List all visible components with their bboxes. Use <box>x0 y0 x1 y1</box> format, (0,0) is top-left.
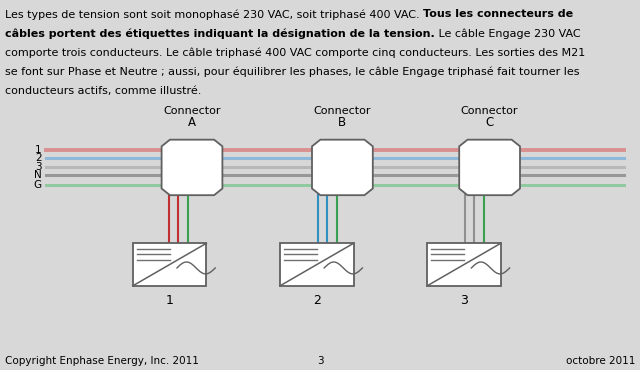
Text: Connector: Connector <box>163 105 221 115</box>
Polygon shape <box>460 139 520 195</box>
Text: octobre 2011: octobre 2011 <box>566 356 635 366</box>
Text: câbles portent des étiquettes indiquant la désignation de la tension.: câbles portent des étiquettes indiquant … <box>5 28 435 39</box>
Bar <box>280 243 354 286</box>
Text: 1: 1 <box>166 294 173 307</box>
Text: Connector: Connector <box>314 105 371 115</box>
Text: B: B <box>339 116 346 130</box>
Text: se font sur Phase et Neutre ; aussi, pour équilibrer les phases, le câble Engage: se font sur Phase et Neutre ; aussi, pou… <box>5 67 580 77</box>
Text: Les types de tension sont soit monophasé 230 VAC, soit triphasé 400 VAC.: Les types de tension sont soit monophasé… <box>5 9 423 20</box>
Text: A: A <box>188 116 196 130</box>
Text: N: N <box>34 170 42 181</box>
Text: Connector: Connector <box>461 105 518 115</box>
Text: Copyright Enphase Energy, Inc. 2011: Copyright Enphase Energy, Inc. 2011 <box>5 356 199 366</box>
Text: Tous les connecteurs de: Tous les connecteurs de <box>423 9 573 19</box>
Polygon shape <box>161 139 223 195</box>
Text: Le câble Engage 230 VAC: Le câble Engage 230 VAC <box>435 28 580 39</box>
Bar <box>428 243 500 286</box>
Text: 3: 3 <box>317 356 323 366</box>
Text: 2: 2 <box>313 294 321 307</box>
Text: conducteurs actifs, comme illustré.: conducteurs actifs, comme illustré. <box>5 86 202 96</box>
Text: 3: 3 <box>35 162 42 172</box>
Text: 1: 1 <box>35 145 42 155</box>
Text: 2: 2 <box>35 153 42 164</box>
Text: G: G <box>33 180 42 190</box>
Text: C: C <box>486 116 493 130</box>
Polygon shape <box>312 139 372 195</box>
Bar <box>133 243 206 286</box>
Text: comporte trois conducteurs. Le câble triphasé 400 VAC comporte cinq conducteurs.: comporte trois conducteurs. Le câble tri… <box>5 48 586 58</box>
Text: 3: 3 <box>460 294 468 307</box>
